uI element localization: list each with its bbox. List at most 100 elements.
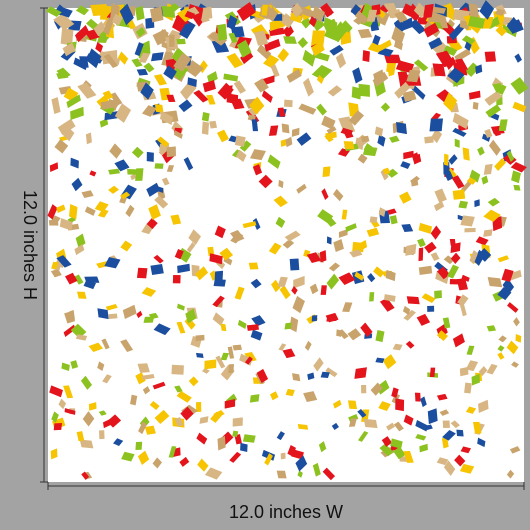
confetti-piece [372,34,381,46]
confetti-piece [373,266,385,278]
confetti-piece [427,408,438,425]
confetti-piece [209,253,223,265]
confetti-piece [483,229,493,237]
confetti-piece [174,248,184,260]
confetti-piece [103,417,115,429]
confetti-piece [226,14,238,31]
confetti-piece [70,106,84,121]
confetti-piece [290,2,303,18]
confetti-piece [318,441,327,453]
confetti-piece [471,373,480,386]
confetti-piece [88,402,97,411]
confetti-piece [436,457,449,466]
confetti-piece [81,471,90,480]
confetti-piece [478,366,488,377]
confetti-piece [64,272,78,285]
confetti-piece [83,279,97,290]
confetti-piece [81,190,94,199]
confetti-piece [326,316,338,322]
confetti-piece [472,101,479,110]
confetti-piece [223,73,239,82]
confetti-piece [403,414,414,426]
confetti-piece [351,86,362,100]
confetti-piece [316,103,327,116]
confetti-piece [287,445,296,457]
confetti-piece [406,296,420,305]
confetti-piece [326,273,340,290]
confetti-piece [449,278,462,285]
confetti-piece [357,28,373,39]
confetti-piece [174,385,183,393]
confetti-piece [108,168,121,175]
confetti-piece [394,11,408,23]
confetti-piece [183,156,194,171]
confetti-piece [73,57,88,71]
confetti-piece [295,455,308,472]
confetti-piece [333,188,344,202]
confetti-piece [283,23,294,39]
confetti-piece [386,208,397,215]
confetti-piece [360,322,373,338]
confetti-piece [289,258,300,271]
confetti-piece [321,188,329,201]
confetti-piece [278,179,284,189]
confetti-piece [76,291,87,299]
confetti-piece [249,394,260,403]
confetti-piece [372,71,389,87]
confetti-piece [171,364,184,375]
confetti-piece [415,434,427,441]
confetti-piece [316,74,324,84]
confetti-piece [485,104,502,118]
confetti-piece [333,399,342,409]
confetti-piece [141,373,155,380]
confetti-piece [177,303,185,311]
confetti-piece [497,345,505,352]
confetti-piece [377,134,386,147]
confetti-piece [172,274,181,284]
confetti-piece [411,180,419,187]
confetti-piece [296,183,307,194]
confetti-piece [512,101,527,113]
confetti-piece [464,62,480,77]
confetti-piece [252,217,261,231]
confetti-piece [166,165,175,172]
confetti-piece [157,136,170,148]
confetti-piece [154,163,164,169]
confetti-piece [366,9,378,22]
confetti-piece [402,17,413,31]
confetti-piece [68,204,78,220]
confetti-piece [459,463,475,474]
confetti-piece [142,386,151,395]
confetti-piece [244,352,257,362]
confetti-piece [360,135,370,143]
confetti-piece [473,249,486,266]
confetti-piece [495,25,507,37]
confetti-piece [335,52,347,69]
confetti-piece [353,15,365,25]
confetti-piece [152,29,171,46]
confetti-piece [483,163,493,175]
confetti-piece [450,420,460,429]
confetti-piece [256,44,272,61]
confetti-piece [357,153,368,164]
confetti-piece [234,286,245,300]
confetti-piece [146,151,154,162]
confetti-piece [442,429,456,441]
confetti-piece [452,127,467,137]
confetti-piece [486,325,497,332]
confetti-piece [166,146,176,158]
confetti-piece [487,197,500,207]
confetti-piece [297,6,315,18]
confetti-piece [297,424,309,430]
confetti-piece [75,5,90,16]
confetti-piece [207,246,215,257]
confetti-piece [354,271,364,281]
confetti-piece [343,130,354,139]
confetti-piece [502,278,515,294]
confetti-piece [430,225,442,240]
confetti-piece [140,82,154,100]
confetti-piece [195,266,209,281]
confetti-piece [321,115,336,130]
confetti-piece [276,470,287,479]
confetti-piece [97,308,109,320]
